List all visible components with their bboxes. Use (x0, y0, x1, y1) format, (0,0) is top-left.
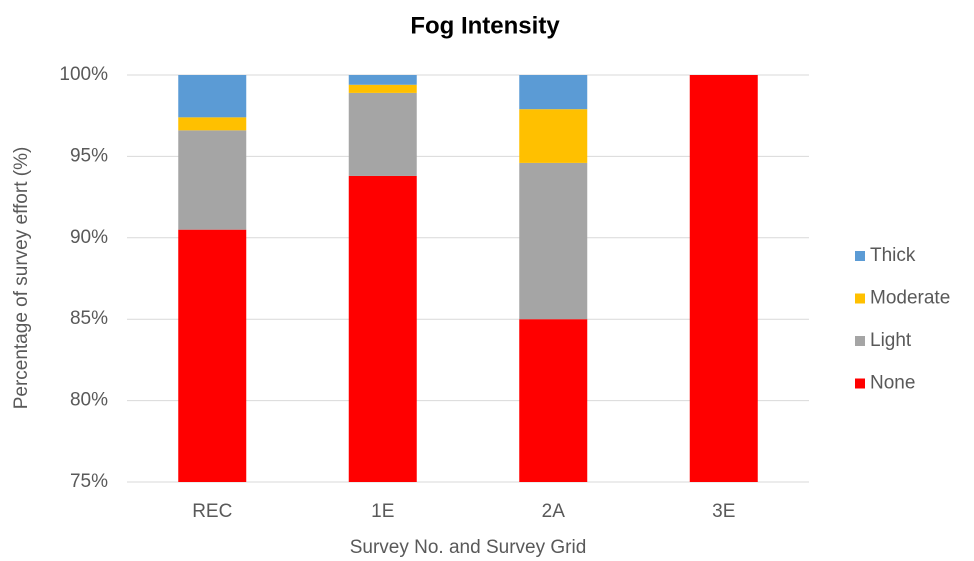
bar-segment (178, 117, 247, 131)
bar-segment (348, 84, 417, 93)
y-tick-label: 100% (59, 64, 108, 85)
bar-segment (348, 175, 417, 482)
legend-label: Moderate (870, 288, 950, 309)
bar-segment (178, 75, 247, 118)
legend-label: Thick (870, 245, 916, 266)
x-tick-label: REC (192, 501, 232, 522)
legend-swatch (855, 251, 865, 261)
x-axis-label: Survey No. and Survey Grid (350, 537, 587, 558)
x-tick-label: 2A (542, 501, 566, 522)
y-tick-label: 75% (70, 471, 108, 492)
y-tick-label: 90% (70, 227, 108, 248)
bar-segment (519, 319, 588, 482)
y-axis-label: Percentage of survey effort (%) (11, 147, 32, 410)
y-tick-label: 95% (70, 145, 108, 166)
legend-swatch (855, 378, 865, 389)
bar-segment (348, 92, 417, 176)
bar-segment (178, 229, 247, 482)
x-tick-label: 1E (371, 501, 394, 522)
legend-swatch (855, 293, 865, 304)
x-tick-label: 3E (712, 501, 735, 522)
legend-swatch (855, 336, 865, 346)
bar-segment (519, 109, 588, 163)
y-tick-label: 80% (70, 390, 108, 411)
bar-segment (519, 75, 588, 110)
bar-segment (519, 162, 588, 320)
bar-segment (348, 75, 417, 85)
legend-label: Light (870, 330, 912, 351)
bar-segment (689, 75, 758, 482)
chart-title: Fog Intensity (410, 12, 560, 39)
legend-label: None (870, 373, 915, 394)
y-tick-label: 85% (70, 308, 108, 329)
bar-segment (178, 130, 247, 230)
